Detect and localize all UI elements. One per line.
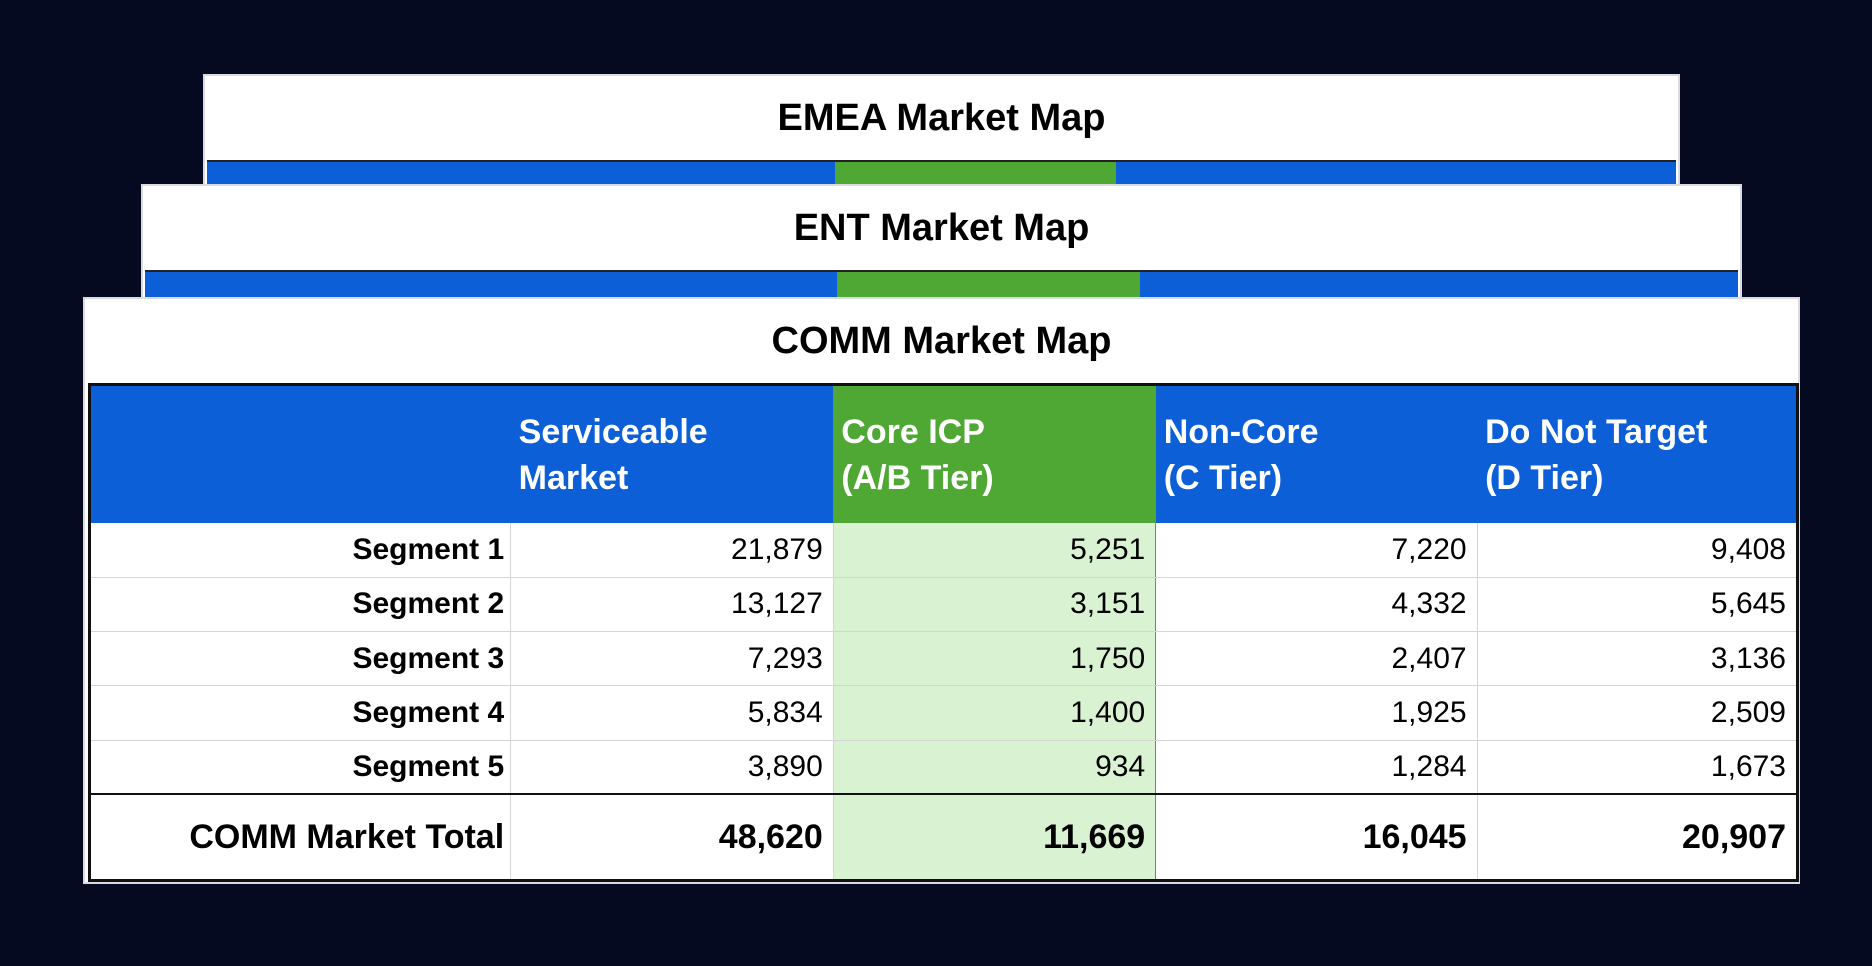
- total-serviceable-cell: 48,620: [510, 793, 834, 881]
- header-core-line2: (A/B Tier): [841, 458, 994, 497]
- table-row: Segment 2 13,127 3,151 4,332 5,645: [89, 577, 1799, 633]
- dnt-cell: 1,673: [1477, 740, 1799, 795]
- emea-card-title: EMEA Market Map: [205, 76, 1678, 160]
- serviceable-cell: 3,890: [510, 740, 834, 795]
- table-row: Segment 5 3,890 934 1,284 1,673: [89, 740, 1799, 795]
- dnt-cell: 3,136: [1477, 631, 1799, 687]
- table-row: Segment 3 7,293 1,750 2,407 3,136: [89, 631, 1799, 687]
- segment-label: Segment 3: [89, 631, 512, 687]
- noncore-cell: 1,925: [1155, 685, 1478, 741]
- segment-label: Segment 1: [89, 523, 512, 578]
- header-non-core: Non-Core (C Tier): [1155, 384, 1478, 523]
- table-row: Segment 4 5,834 1,400 1,925 2,509: [89, 685, 1799, 741]
- header-noncore-line2: (C Tier): [1163, 458, 1283, 497]
- core-cell: 3,151: [832, 577, 1157, 633]
- ent-card-title: ENT Market Map: [143, 186, 1740, 270]
- header-core-line1: Core ICP: [841, 412, 985, 451]
- segment-label: Segment 5: [89, 740, 512, 795]
- core-cell: 934: [832, 740, 1157, 795]
- dnt-cell: 5,645: [1477, 577, 1799, 633]
- total-dnt-cell: 20,907: [1477, 793, 1799, 881]
- core-cell: 1,750: [832, 631, 1157, 687]
- header-empty: [89, 384, 511, 523]
- serviceable-cell: 13,127: [510, 577, 834, 633]
- header-serviceable-line1: Serviceable: [518, 412, 708, 451]
- segment-label: Segment 4: [89, 685, 512, 741]
- table-row: Segment 1 21,879 5,251 7,220 9,408: [89, 523, 1799, 578]
- core-cell: 1,400: [832, 685, 1157, 741]
- header-do-not-target: Do Not Target (D Tier): [1477, 384, 1798, 523]
- dnt-cell: 9,408: [1477, 523, 1799, 578]
- ent-market-map-card: ENT Market Map: [141, 184, 1742, 304]
- segment-label: Segment 2: [89, 577, 512, 633]
- header-serviceable-market: Serviceable Market: [510, 384, 834, 523]
- header-dnt-line1: Do Not Target: [1485, 412, 1708, 451]
- header-core-icp: Core ICP (A/B Tier): [833, 384, 1156, 523]
- table-header-row: Serviceable Market Core ICP (A/B Tier) N…: [89, 384, 1798, 523]
- comm-market-map-card: COMM Market Map Serviceable Market Core …: [83, 297, 1800, 884]
- header-noncore-line1: Non-Core: [1163, 412, 1319, 451]
- total-core-cell: 11,669: [832, 793, 1157, 881]
- serviceable-cell: 7,293: [510, 631, 834, 687]
- core-cell: 5,251: [832, 523, 1157, 578]
- total-noncore-cell: 16,045: [1155, 793, 1478, 881]
- serviceable-cell: 5,834: [510, 685, 834, 741]
- noncore-cell: 4,332: [1155, 577, 1478, 633]
- dnt-cell: 2,509: [1477, 685, 1799, 741]
- emea-market-map-card: EMEA Market Map: [203, 74, 1680, 194]
- total-row: COMM Market Total 48,620 11,669 16,045 2…: [89, 793, 1799, 881]
- header-serviceable-line2: Market: [518, 458, 629, 497]
- comm-card-title: COMM Market Map: [85, 299, 1798, 383]
- header-dnt-line2: (D Tier): [1485, 458, 1604, 497]
- serviceable-cell: 21,879: [510, 523, 834, 578]
- noncore-cell: 1,284: [1155, 740, 1478, 795]
- comm-market-table: Serviceable Market Core ICP (A/B Tier) N…: [88, 383, 1799, 882]
- total-label: COMM Market Total: [89, 793, 512, 881]
- noncore-cell: 2,407: [1155, 631, 1478, 687]
- noncore-cell: 7,220: [1155, 523, 1478, 578]
